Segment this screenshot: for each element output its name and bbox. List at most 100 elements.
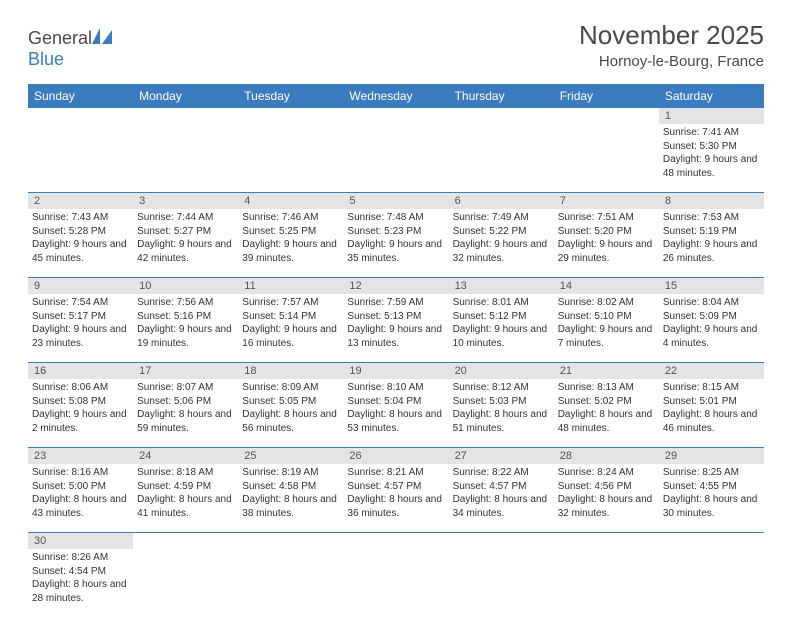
daylight-text: Daylight: 8 hours and 43 minutes.	[32, 493, 129, 520]
day-number: 28	[554, 448, 659, 464]
sunset-text: Sunset: 4:59 PM	[137, 480, 234, 494]
weekday-header: Friday	[554, 84, 659, 108]
weekday-header: Wednesday	[343, 84, 448, 108]
day-number-row: 9101112131415	[28, 278, 764, 294]
sunrise-text: Sunrise: 7:53 AM	[663, 211, 760, 225]
day-cell	[343, 124, 448, 192]
day-number: 3	[133, 193, 238, 209]
day-cell: Sunrise: 7:43 AMSunset: 5:28 PMDaylight:…	[28, 209, 133, 277]
day-cell: Sunrise: 8:19 AMSunset: 4:58 PMDaylight:…	[238, 464, 343, 532]
daylight-text: Daylight: 8 hours and 51 minutes.	[453, 408, 550, 435]
sunrise-text: Sunrise: 7:43 AM	[32, 211, 129, 225]
daylight-text: Daylight: 8 hours and 32 minutes.	[558, 493, 655, 520]
sunset-text: Sunset: 5:00 PM	[32, 480, 129, 494]
sunset-text: Sunset: 4:54 PM	[32, 565, 129, 579]
day-number	[343, 533, 448, 549]
daylight-text: Daylight: 9 hours and 35 minutes.	[347, 238, 444, 265]
day-number	[449, 108, 554, 124]
week-row: Sunrise: 7:41 AMSunset: 5:30 PMDaylight:…	[28, 124, 764, 193]
sunset-text: Sunset: 5:08 PM	[32, 395, 129, 409]
sunrise-text: Sunrise: 8:02 AM	[558, 296, 655, 310]
brand-text: GeneralBlue	[28, 28, 114, 70]
day-cell	[28, 124, 133, 192]
day-number-row: 23242526272829	[28, 448, 764, 464]
day-number: 8	[659, 193, 764, 209]
day-cell	[554, 124, 659, 192]
week-row: Sunrise: 7:43 AMSunset: 5:28 PM Daylight:…	[28, 209, 764, 278]
weekday-header: Sunday	[28, 84, 133, 108]
sunset-text: Sunset: 4:57 PM	[347, 480, 444, 494]
daylight-text: Daylight: 9 hours and 26 minutes.	[663, 238, 760, 265]
day-cell	[343, 549, 448, 617]
daylight-text: Daylight: 8 hours and 34 minutes.	[453, 493, 550, 520]
day-number: 26	[343, 448, 448, 464]
day-number	[554, 533, 659, 549]
sunset-text: Sunset: 5:28 PM	[32, 225, 129, 239]
sunrise-text: Sunrise: 7:49 AM	[453, 211, 550, 225]
daylight-text: Daylight: 8 hours and 53 minutes.	[347, 408, 444, 435]
weeks-container: 1Sunrise: 7:41 AMSunset: 5:30 PMDaylight…	[28, 108, 764, 617]
day-cell: Sunrise: 7:59 AMSunset: 5:13 PMDaylight:…	[343, 294, 448, 362]
day-cell: Sunrise: 8:16 AMSunset: 5:00 PMDaylight:…	[28, 464, 133, 532]
day-cell: Sunrise: 7:56 AMSunset: 5:16 PMDaylight:…	[133, 294, 238, 362]
day-cell: Sunrise: 8:04 AMSunset: 5:09 PMDaylight:…	[659, 294, 764, 362]
day-cell: Sunrise: 7:41 AMSunset: 5:30 PMDaylight:…	[659, 124, 764, 192]
weekday-header: Monday	[133, 84, 238, 108]
day-cell: Sunrise: 8:13 AMSunset: 5:02 PMDaylight:…	[554, 379, 659, 447]
brand-logo: GeneralBlue	[28, 28, 114, 70]
weekday-header: Thursday	[449, 84, 554, 108]
sunrise-text: Sunrise: 8:15 AM	[663, 381, 760, 395]
day-number: 20	[449, 363, 554, 379]
day-number	[133, 533, 238, 549]
daylight-text: Daylight: 9 hours and 16 minutes.	[242, 323, 339, 350]
daylight-text: Daylight: 8 hours and 30 minutes.	[663, 493, 760, 520]
day-cell	[449, 549, 554, 617]
daylight-text: Daylight: 9 hours and 10 minutes.	[453, 323, 550, 350]
day-number: 24	[133, 448, 238, 464]
weekday-header: Tuesday	[238, 84, 343, 108]
day-number	[449, 533, 554, 549]
sunrise-text: Sunrise: 8:18 AM	[137, 466, 234, 480]
daylight-text: Daylight: 9 hours and 42 minutes.	[137, 238, 234, 265]
sunrise-text: Sunrise: 8:16 AM	[32, 466, 129, 480]
sunset-text: Sunset: 5:16 PM	[137, 310, 234, 324]
sunrise-text: Sunrise: 7:51 AM	[558, 211, 655, 225]
daylight-text: Daylight: 9 hours and 39 minutes.	[242, 238, 339, 265]
day-number: 12	[343, 278, 448, 294]
sunset-text: Sunset: 5:13 PM	[347, 310, 444, 324]
week-row: Sunrise: 8:16 AMSunset: 5:00 PMDaylight:…	[28, 464, 764, 533]
day-cell: Sunrise: 8:21 AMSunset: 4:57 PMDaylight:…	[343, 464, 448, 532]
sunset-text: Sunset: 5:20 PM	[558, 225, 655, 239]
day-cell: Sunrise: 8:09 AMSunset: 5:05 PMDaylight:…	[238, 379, 343, 447]
day-cell: Sunrise: 7:49 AMSunset: 5:22 PMDaylight:…	[449, 209, 554, 277]
sunrise-text: Sunrise: 7:54 AM	[32, 296, 129, 310]
day-number: 25	[238, 448, 343, 464]
day-number: 17	[133, 363, 238, 379]
daylight-text: Daylight: 9 hours and 48 minutes.	[663, 153, 760, 180]
week-row: Sunrise: 7:54 AMSunset: 5:17 PMDaylight:…	[28, 294, 764, 363]
day-cell: Sunrise: 8:18 AMSunset: 4:59 PMDaylight:…	[133, 464, 238, 532]
day-number	[659, 533, 764, 549]
sunrise-text: Sunrise: 8:26 AM	[32, 551, 129, 565]
sunrise-text: Sunrise: 7:44 AM	[137, 211, 234, 225]
day-cell	[659, 549, 764, 617]
day-number-row: 16171819202122	[28, 363, 764, 379]
day-number: 13	[449, 278, 554, 294]
day-cell: Sunrise: 8:15 AMSunset: 5:01 PMDaylight:…	[659, 379, 764, 447]
sunrise-text: Sunrise: 7:46 AM	[242, 211, 339, 225]
day-cell	[238, 124, 343, 192]
daylight-text: Daylight: 9 hours and 4 minutes.	[663, 323, 760, 350]
sunrise-text: Sunrise: 8:09 AM	[242, 381, 339, 395]
day-number: 16	[28, 363, 133, 379]
daylight-text: Daylight: 8 hours and 28 minutes.	[32, 578, 129, 605]
daylight-text: Daylight: 8 hours and 48 minutes.	[558, 408, 655, 435]
day-number: 2	[28, 193, 133, 209]
day-number-row: 1	[28, 108, 764, 124]
sunset-text: Sunset: 5:02 PM	[558, 395, 655, 409]
sunset-text: Sunset: 5:05 PM	[242, 395, 339, 409]
day-number: 18	[238, 363, 343, 379]
day-number: 19	[343, 363, 448, 379]
day-cell	[133, 549, 238, 617]
day-number: 21	[554, 363, 659, 379]
sunset-text: Sunset: 4:56 PM	[558, 480, 655, 494]
